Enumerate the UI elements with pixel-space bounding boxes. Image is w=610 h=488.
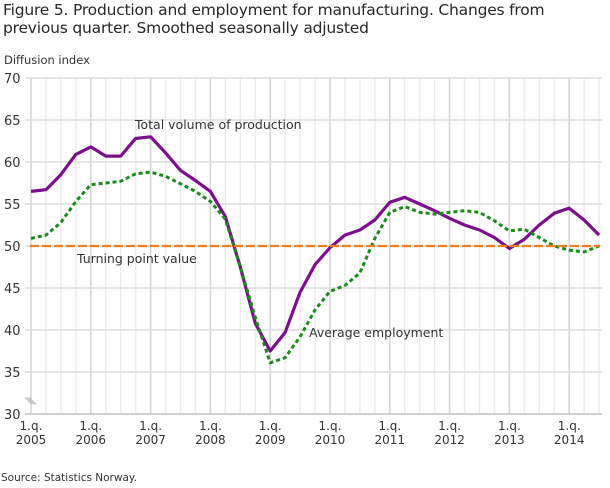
axis-break-stroke — [26, 397, 35, 405]
x-tick-label-quarter: 1.q. — [20, 419, 43, 433]
source-note: Source: Statistics Norway. — [1, 472, 137, 484]
y-axis-tick-labels: 30 35 40 45 50 55 60 65 70 — [4, 72, 21, 423]
y-tick-label: 40 — [4, 324, 21, 339]
x-axis-tick-labels: 1.q.20051.q.20061.q.20071.q.20081.q.2009… — [16, 419, 585, 447]
x-tick-label-year: 2009 — [255, 433, 286, 447]
x-tick-label-quarter: 1.q. — [438, 419, 461, 433]
y-tick-label: 60 — [4, 156, 21, 171]
annotation-average-employment: Average employment — [309, 325, 443, 340]
y-tick-label: 70 — [4, 72, 21, 87]
x-tick-label-quarter: 1.q. — [259, 419, 282, 433]
x-tick-label-year: 2005 — [16, 433, 47, 447]
x-tick-label-quarter: 1.q. — [498, 419, 521, 433]
series-line-average-employment — [30, 170, 600, 365]
y-tick-label: 50 — [4, 240, 21, 255]
x-tick-label-year: 2008 — [195, 433, 226, 447]
annotations: Total volume of production Turning point … — [76, 117, 443, 340]
x-tick-label-quarter: 1.q. — [139, 419, 162, 433]
annotation-total-volume-of-production: Total volume of production — [134, 117, 302, 132]
y-tick-label: 55 — [4, 198, 21, 213]
x-tick-label-quarter: 1.q. — [79, 419, 102, 433]
x-tick-label-quarter: 1.q. — [199, 419, 222, 433]
x-tick-label-quarter: 1.q. — [378, 419, 401, 433]
series-lines — [30, 135, 601, 365]
y-tick-label: 45 — [4, 282, 21, 297]
series-line-total-production — [30, 135, 601, 353]
chart-title: Figure 5. Production and employment for … — [3, 1, 545, 37]
axis-break-stroke — [24, 397, 33, 405]
axis-break-stroke — [28, 397, 37, 405]
x-tick-label-quarter: 1.q. — [319, 419, 342, 433]
y-tick-label: 65 — [4, 114, 21, 129]
x-tick-label-quarter: 1.q. — [558, 419, 581, 433]
x-tick-label-year: 2006 — [76, 433, 107, 447]
x-tick-label-year: 2010 — [315, 433, 346, 447]
x-tick-label-year: 2014 — [554, 433, 585, 447]
annotation-turning-point-value: Turning point value — [76, 251, 197, 266]
x-tick-label-year: 2007 — [135, 433, 166, 447]
x-tick-label-year: 2013 — [494, 433, 525, 447]
y-tick-label: 35 — [4, 366, 21, 381]
y-tick-label: 30 — [4, 408, 21, 423]
x-tick-label-year: 2012 — [434, 433, 465, 447]
y-axis-unit-label: Diffusion index — [4, 53, 90, 67]
axis-break-marker — [24, 397, 37, 405]
x-tick-label-year: 2011 — [375, 433, 406, 447]
